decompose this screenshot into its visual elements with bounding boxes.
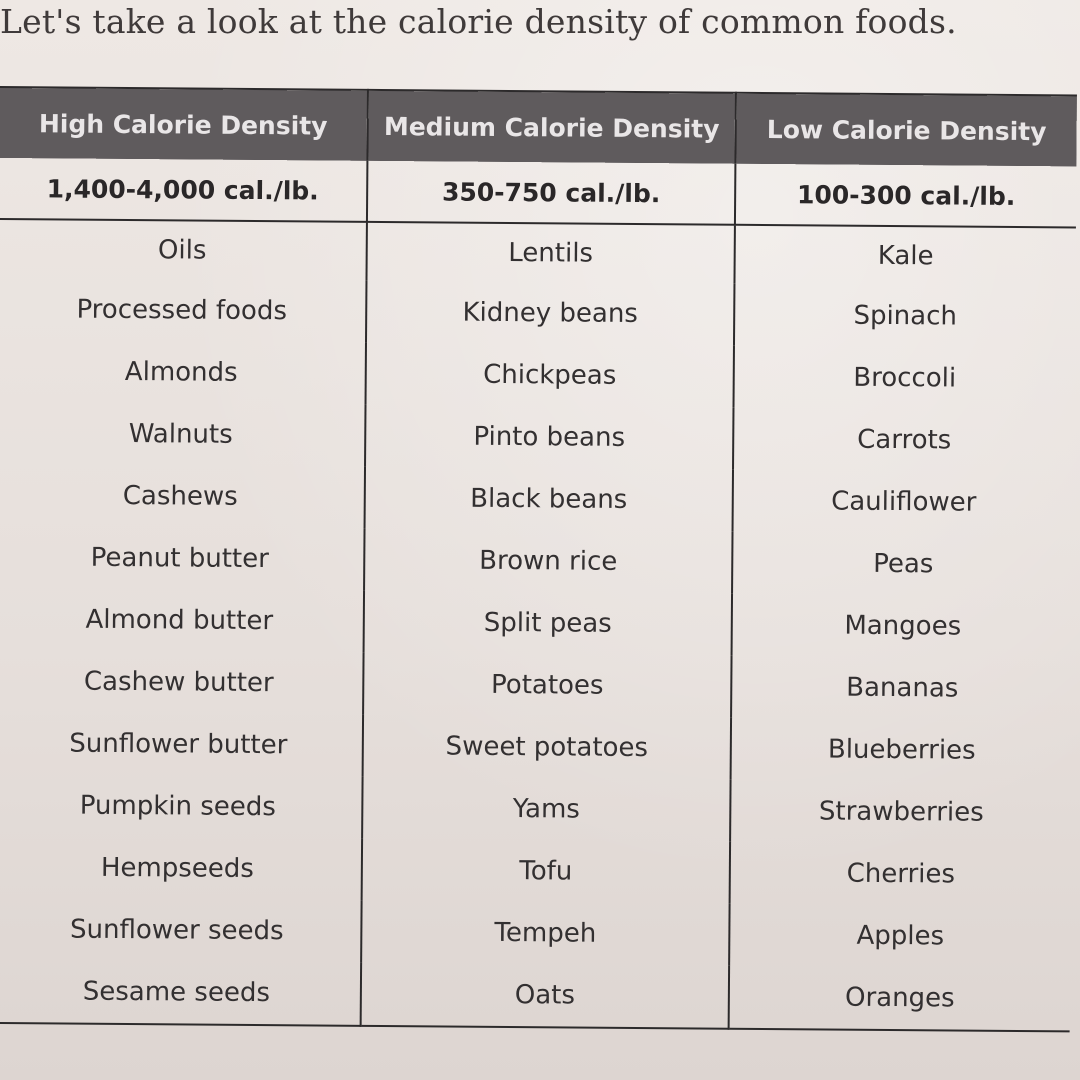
intro-text: Let's take a look at the calorie density… [0, 2, 957, 41]
high-food-cell: Peanut butter [0, 525, 365, 591]
low-food-cell: Apples [856, 920, 945, 952]
high-food-cell: Cashew butter [0, 649, 364, 715]
low-food-cell: Cherries [846, 858, 956, 890]
high-food-cell: Cashews [0, 463, 366, 529]
medium-food-cell: Potatoes [363, 652, 732, 718]
low-food-cell: Broccoli [853, 362, 957, 394]
medium-food-cell: Kidney beans [365, 280, 735, 346]
calorie-density-table-wrapper: High Calorie Density Medium Calorie Dens… [0, 86, 1077, 1032]
high-food-cell: Oils [0, 218, 367, 281]
medium-food-cell: Chickpeas [365, 342, 734, 408]
table-header-row: High Calorie Density Medium Calorie Dens… [0, 86, 1077, 167]
low-food-cell: Mangoes [844, 610, 962, 642]
range-medium: 350-750 cal./lb. [366, 160, 736, 225]
medium-food-cell: Lentils [366, 221, 735, 284]
low-food-cell: Peas [873, 548, 934, 580]
table-row: Hempseeds Tofu Cherries [0, 835, 1071, 906]
medium-food-cell: Tempeh [361, 900, 730, 966]
table-row: Walnuts Pinto beans Carrots [0, 401, 1074, 472]
low-food-cell: Oranges [728, 965, 1071, 1032]
low-food-cell: Blueberries [827, 734, 976, 766]
table-row: Oils Lentils Kale [0, 218, 1076, 286]
medium-food-cell: Split peas [363, 590, 733, 656]
medium-food-cell: Oats [360, 962, 730, 1029]
high-food-cell: Sunflower butter [0, 711, 364, 777]
low-food-cell: Strawberries [818, 796, 984, 828]
table-row: Cashew butter Potatoes Bananas [0, 649, 1073, 720]
low-food-cell: Kale [877, 240, 934, 272]
medium-food-cell: Black beans [364, 466, 734, 532]
high-food-cell: Sunflower seeds [0, 897, 362, 963]
calorie-density-table: High Calorie Density Medium Calorie Dens… [0, 86, 1077, 1032]
medium-food-cell: Yams [362, 776, 731, 842]
header-high-calorie-density: High Calorie Density [0, 86, 368, 161]
high-food-cell: Sesame seeds [0, 959, 362, 1026]
low-food-cell: Spinach [853, 300, 958, 332]
table-row: Pumpkin seeds Yams Strawberries [0, 773, 1072, 844]
high-food-cell: Almonds [0, 339, 366, 405]
medium-food-cell: Brown rice [364, 528, 733, 594]
range-high: 1,400-4,000 cal./lb. [0, 157, 368, 222]
low-food-cell: Carrots [857, 424, 952, 456]
range-low: 100-300 cal./lb. [734, 163, 1077, 228]
table-row: Sunflower seeds Tempeh Apples [0, 897, 1071, 968]
table-row: Processed foods Kidney beans Spinach [0, 277, 1075, 348]
table-row: Peanut butter Brown rice Peas [0, 525, 1074, 596]
high-food-cell: Walnuts [0, 401, 366, 467]
table-row: Cashews Black beans Cauliflower [0, 463, 1074, 534]
header-medium-calorie-density: Medium Calorie Density [367, 89, 736, 164]
header-low-calorie-density: Low Calorie Density [735, 92, 1077, 167]
calorie-range-row: 1,400-4,000 cal./lb. 350-750 cal./lb. 10… [0, 157, 1077, 228]
table-row: Sesame seeds Oats Oranges [0, 959, 1071, 1032]
low-food-cell: Bananas [846, 672, 959, 704]
high-food-cell: Hempseeds [0, 835, 363, 901]
high-food-cell: Processed foods [0, 277, 367, 343]
medium-food-cell: Tofu [361, 838, 731, 904]
table-row: Sunflower butter Sweet potatoes Blueberr… [0, 711, 1072, 782]
high-food-cell: Almond butter [0, 587, 365, 653]
high-food-cell: Pumpkin seeds [0, 773, 363, 839]
table-row: Almonds Chickpeas Broccoli [0, 339, 1075, 410]
low-food-cell: Cauliflower [831, 486, 977, 518]
table-row: Almond butter Split peas Mangoes [0, 587, 1073, 658]
medium-food-cell: Pinto beans [365, 404, 734, 470]
medium-food-cell: Sweet potatoes [362, 714, 732, 780]
